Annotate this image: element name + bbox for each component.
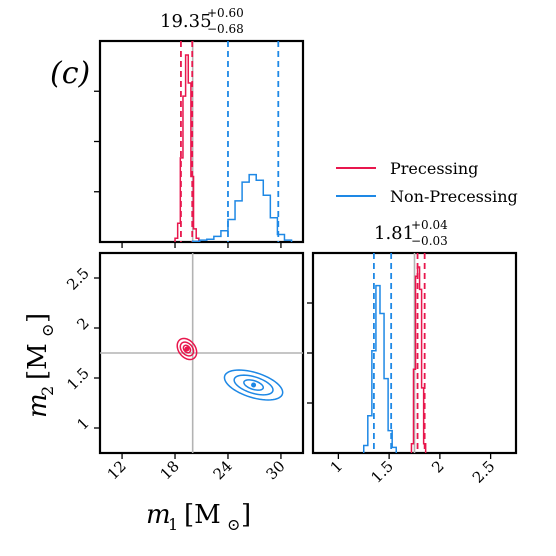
contour-precessing-2: [182, 344, 192, 354]
y-label-sub: 2: [38, 386, 57, 396]
joint-xtick-label-1: 18: [157, 457, 183, 483]
m2-title-plus: +0.04: [411, 218, 448, 232]
x-axis-label: m 1 [M ⊙ ]: [146, 500, 251, 534]
m2-title-minus: −0.03: [411, 234, 448, 248]
m2-histogram-ticks: 1 1.5 2 2.5: [307, 302, 499, 487]
m2-step-precessing: [410, 266, 427, 453]
m2-xtick-label-1: 1.5: [367, 457, 397, 487]
m2-xtick-label-3: 2.5: [469, 457, 499, 487]
legend-label-non-precessing: Non-Precessing: [390, 187, 518, 206]
x-label-sun-symbol: ⊙: [227, 515, 240, 534]
contour-non-precessing-1: [233, 374, 274, 396]
m1-title-value: 19.35: [160, 11, 212, 32]
m1-histogram-ticks: [94, 90, 282, 248]
m1-histogram-bars: [174, 41, 293, 243]
m2-xtick-label-0: 1: [327, 457, 346, 476]
contour-precessing-0: [176, 337, 198, 361]
x-label-base: m: [146, 500, 171, 530]
joint-xtick-label-0: 12: [104, 457, 130, 483]
joint-ytick-label-0: 1: [73, 414, 92, 433]
m1-title-plus: +0.60: [207, 6, 244, 20]
joint-xtick-label-3: 30: [263, 457, 289, 483]
m2-histogram-panel: 1 1.5 2 2.5 1.81 +0.04 −0.03: [307, 218, 518, 487]
m2-histogram-bars: [363, 253, 427, 453]
contour-non-precessing-2: [243, 379, 265, 391]
panel-label: (c): [50, 56, 90, 91]
legend: Precessing Non-Precessing: [336, 159, 518, 206]
m1-histogram-frame: [98, 39, 305, 244]
y-label-sun-symbol: ⊙: [38, 324, 57, 337]
contour-precessing-1: [179, 341, 195, 357]
joint-ticks: 12 18 24 30 1 1.5 2 2.5: [63, 264, 289, 483]
joint-contours: [176, 337, 284, 401]
contour-center-non-precessing: [251, 382, 257, 388]
x-label-close-bracket: ]: [241, 500, 251, 530]
m1-histogram-panel: (c) 19.35 +0.60 −0.68: [50, 6, 305, 248]
x-label-sub: 1: [168, 515, 178, 534]
y-axis-label: m 2 [M ⊙ ]: [23, 313, 57, 418]
joint-xtick-label-2: 24: [210, 457, 236, 483]
m1-step-non-precessing: [191, 173, 293, 243]
y-label-base: m: [23, 393, 53, 418]
joint-ytick-label-3: 2.5: [63, 264, 93, 294]
joint-ytick-label-1: 1.5: [63, 364, 93, 394]
joint-truth-lines: [100, 253, 303, 453]
y-label-unit: [M: [23, 343, 53, 380]
x-label-unit: [M: [184, 500, 221, 530]
m1-step-precessing: [174, 54, 200, 242]
legend-label-precessing: Precessing: [390, 159, 478, 178]
m2-xtick-label-2: 2: [428, 457, 447, 476]
contour-non-precessing-0: [223, 369, 284, 401]
m2-title-value: 1.81: [374, 223, 414, 244]
m2-step-non-precessing: [363, 284, 397, 453]
y-label-close-bracket: ]: [23, 313, 53, 323]
contour-center-precessing: [184, 346, 190, 352]
m1-title-minus: −0.68: [207, 22, 244, 36]
joint-ytick-label-2: 2: [73, 314, 92, 333]
